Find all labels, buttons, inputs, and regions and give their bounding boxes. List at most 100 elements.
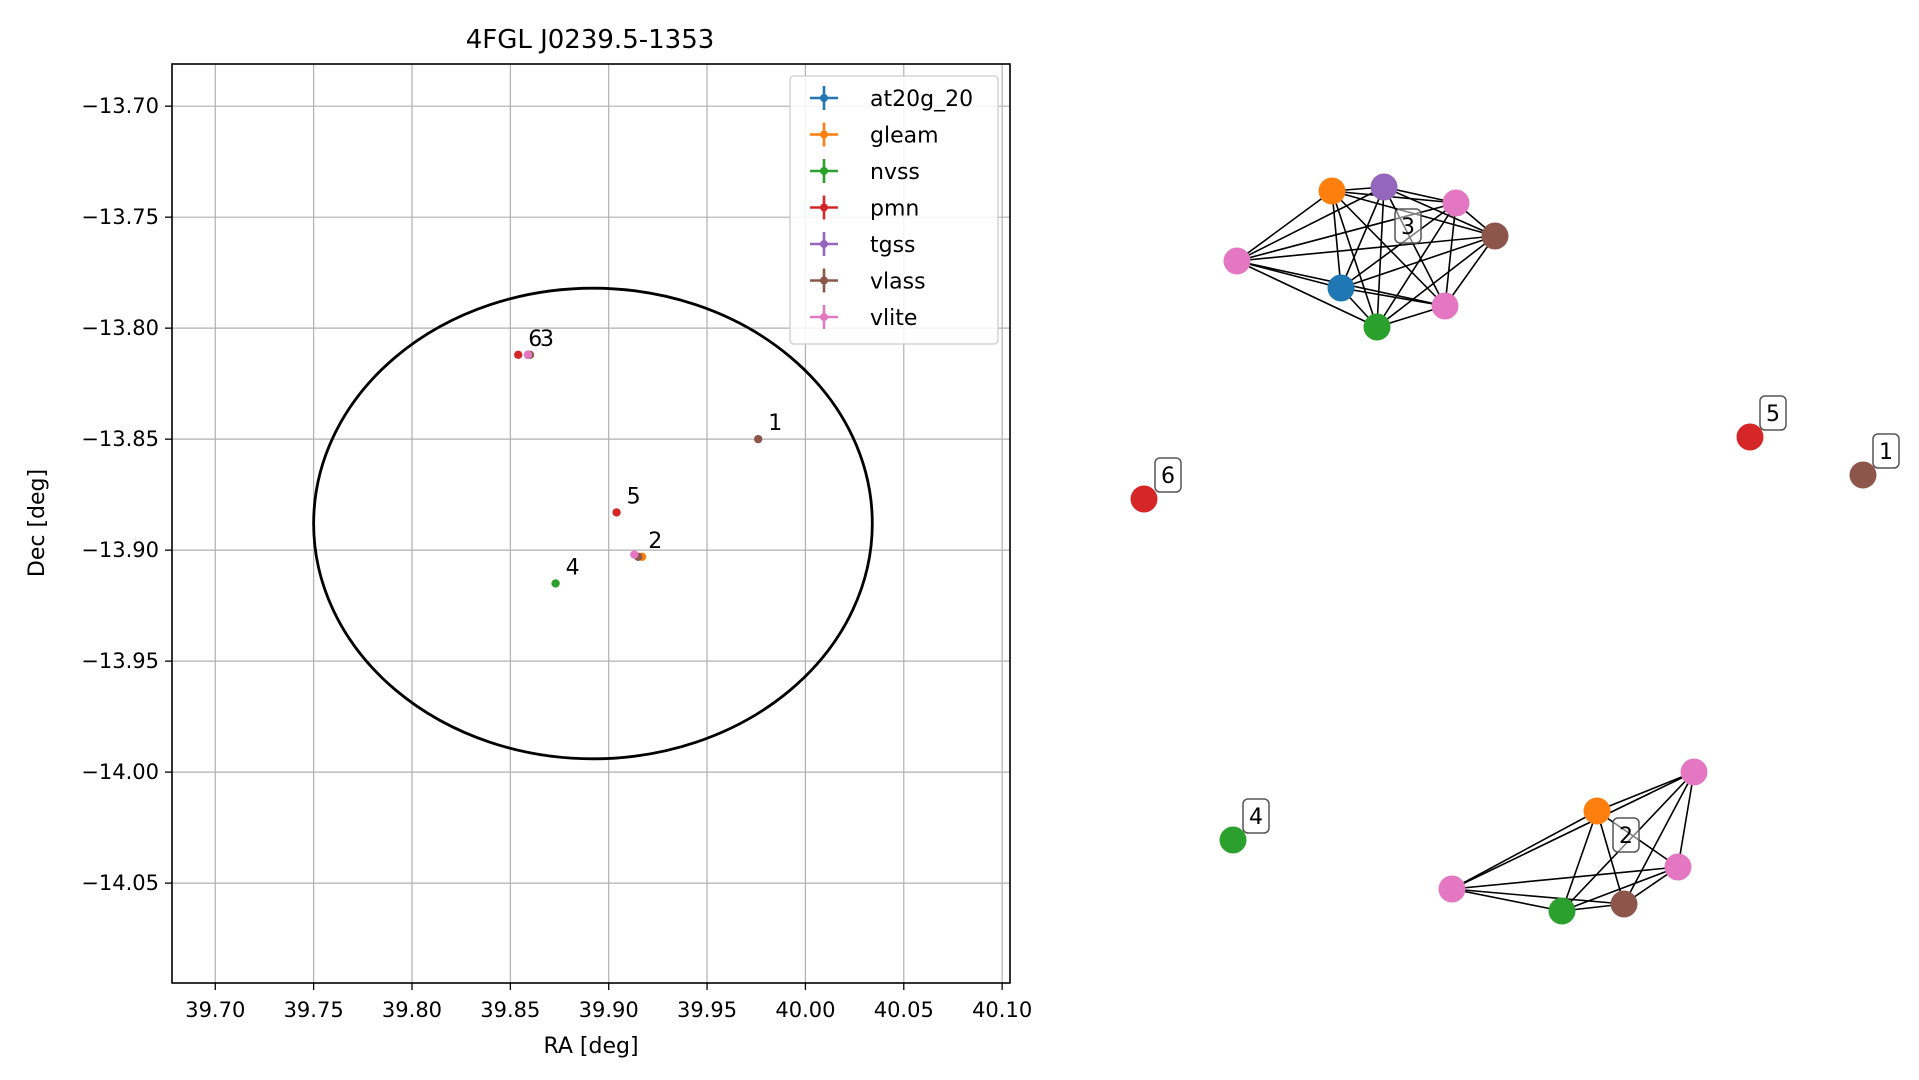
cluster-label: 2	[1619, 824, 1633, 849]
data-point-vlite	[630, 550, 639, 559]
source-points	[514, 350, 763, 588]
annotation-label: 2	[648, 529, 662, 554]
data-point-nvss	[551, 579, 560, 588]
x-axis-label: RA [deg]	[543, 1034, 638, 1059]
graph-node-gleam	[1583, 797, 1611, 825]
y-tick-label: −13.75	[81, 205, 159, 229]
y-tick-label: −14.05	[81, 871, 159, 895]
graph-edge	[1340, 186, 1385, 289]
graph-node-vlass	[1849, 461, 1877, 489]
legend-label: pmn	[870, 197, 919, 222]
graph-edge	[1340, 235, 1496, 289]
data-point-pmn	[612, 508, 621, 517]
cluster-label-box	[1394, 208, 1422, 244]
data-point-vlite	[523, 350, 533, 359]
cluster-label: 4	[1249, 805, 1263, 830]
graph-node-tgss	[1370, 173, 1398, 201]
x-tick-label: 39.90	[579, 998, 639, 1022]
annotation-label: 3	[540, 327, 554, 352]
network-graph-panel: 3 2 5 1 6 4	[1130, 173, 1900, 925]
legend-marker-dot	[820, 130, 828, 139]
graph-node-vlass	[1610, 890, 1638, 918]
graph-edge	[1236, 235, 1496, 262]
annotation-label: 5	[627, 484, 641, 509]
graph-edge	[1596, 771, 1695, 812]
source-annotations: 1 2 3 4 5 6	[528, 327, 782, 581]
graph-edge	[1677, 771, 1695, 868]
x-tick-label: 40.05	[874, 998, 934, 1022]
graph-edge	[1236, 190, 1333, 262]
graph-node-gleam	[1318, 177, 1346, 205]
legend-marker-dot	[820, 167, 828, 175]
graph-node-pmn	[1130, 485, 1158, 513]
graph-node-vlite	[1431, 292, 1459, 320]
legend-label: tgss	[870, 233, 916, 258]
annotation-label: 4	[566, 555, 580, 580]
legend-box	[789, 75, 999, 345]
plot-frame	[171, 63, 1011, 984]
cluster-label-box	[1759, 395, 1787, 431]
legend-marker-dot	[820, 313, 828, 321]
graph-node-vlite	[1442, 189, 1470, 217]
legend-marker-dot	[820, 94, 828, 102]
graph-edge	[1376, 186, 1385, 328]
cluster-label-box	[1242, 798, 1270, 834]
graph-edge	[1444, 235, 1496, 307]
cluster-label: 6	[1161, 464, 1175, 489]
annotation-label: 6	[528, 327, 542, 352]
graph-node-nvss	[1363, 313, 1391, 341]
graph-node-at20g_20	[1327, 274, 1355, 302]
graph-edge	[1451, 888, 1625, 905]
x-tick-label: 39.80	[382, 998, 442, 1022]
annotation-label: 1	[768, 411, 782, 436]
chart-title: 4FGL J0239.5-1353	[466, 25, 715, 55]
graph-nodes	[1130, 173, 1877, 925]
data-point-vlass	[754, 434, 763, 444]
graph-edge	[1444, 202, 1457, 307]
legend-marker-dot	[820, 276, 828, 285]
graph-edge	[1376, 235, 1496, 328]
legend-label: vlass	[870, 270, 926, 295]
graph-edge	[1331, 190, 1342, 289]
localization-ellipse-curve	[312, 286, 874, 761]
graph-edge	[1383, 186, 1446, 307]
y-axis-label: Dec [deg]	[25, 469, 50, 577]
cluster-label: 3	[1401, 215, 1415, 240]
graph-edge	[1451, 810, 1598, 890]
y-tick-label: −13.85	[81, 427, 159, 451]
y-tick-label: −13.80	[81, 316, 159, 340]
graph-edge	[1383, 186, 1496, 237]
graph-edge	[1451, 771, 1695, 890]
legend-label: vlite	[870, 306, 917, 331]
graph-node-pmn	[1736, 423, 1764, 451]
y-axis-ticks: −13.70 −13.75 −13.80 −13.85 −13.90 −13.95 −14.…	[81, 94, 172, 895]
cluster-label-box	[1872, 433, 1900, 469]
cluster-label: 1	[1879, 440, 1893, 465]
x-tick-label: 39.75	[284, 998, 344, 1022]
graph-edge	[1376, 202, 1457, 328]
graph-node-nvss	[1219, 826, 1247, 854]
graph-edge	[1340, 287, 1446, 307]
x-tick-label: 39.70	[185, 998, 245, 1022]
graph-edge	[1561, 810, 1598, 912]
x-axis-ticks: 39.70 39.75 39.80 39.85 39.90 39.95 40.00 40.05…	[185, 983, 1032, 1022]
graph-cluster-labels: 3 2 5 1 6 4	[1154, 208, 1900, 853]
cluster-label-box	[1154, 457, 1182, 493]
legend-label: nvss	[870, 160, 920, 185]
graph-edge	[1331, 190, 1457, 204]
data-point-pmn	[514, 350, 523, 359]
x-tick-label: 39.95	[677, 998, 737, 1022]
y-tick-label: −14.00	[81, 760, 159, 784]
cluster-label: 5	[1766, 402, 1780, 427]
graph-node-vlass	[1481, 222, 1509, 250]
localization-ellipse	[312, 286, 874, 761]
legend-marker-dot	[820, 240, 828, 248]
graph-node-vlite	[1664, 853, 1692, 881]
y-tick-label: −13.90	[81, 538, 159, 562]
graph-edge	[1561, 866, 1679, 912]
graph-edges	[1236, 186, 1695, 912]
graph-node-vlite	[1223, 247, 1251, 275]
sky-scatter-panel: 4FGL J0239.5-1353 1 2 3 4 5 6 39.70 39.75 39.80…	[25, 25, 1032, 1059]
